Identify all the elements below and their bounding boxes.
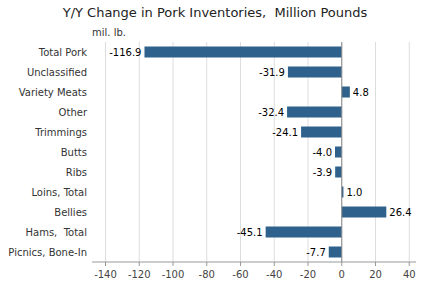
grid-line (375, 42, 376, 262)
category-label: Butts (61, 147, 87, 158)
data-label: -31.9 (259, 67, 285, 78)
zero-line (341, 42, 342, 262)
tick-mark (341, 262, 342, 266)
tick-mark (409, 262, 410, 266)
data-label: -45.1 (237, 227, 263, 238)
tick-mark (308, 262, 309, 266)
grid (106, 42, 410, 262)
grid-line (173, 42, 174, 262)
tick-label: -80 (199, 269, 215, 280)
tick-label: -20 (300, 269, 316, 280)
tick-label: 40 (403, 269, 416, 280)
tick-mark (240, 262, 241, 266)
category-label: Unclassified (27, 67, 87, 78)
bar (342, 207, 387, 218)
category-label: Ribs (66, 167, 87, 178)
x-axis (92, 262, 416, 263)
category-label: Bellies (54, 207, 87, 218)
bar (329, 247, 342, 258)
category-label: Hams, Total (26, 227, 88, 238)
grid-line (206, 42, 207, 262)
data-label: -116.9 (109, 47, 141, 58)
tick-label: -140 (94, 269, 117, 280)
chart: Y/Y Change in Pork Inventories, Million … (0, 0, 430, 292)
category-label: Other (59, 107, 88, 118)
grid-line (105, 42, 106, 262)
grid-line (139, 42, 140, 262)
bars (144, 47, 386, 258)
tick-label: 0 (339, 269, 345, 280)
bar (335, 147, 342, 158)
tick-mark (105, 262, 106, 266)
data-label: -32.4 (258, 107, 284, 118)
tick-mark (206, 262, 207, 266)
tick-mark (274, 262, 275, 266)
title: Y/Y Change in Pork Inventories, Million … (62, 5, 368, 20)
category-label: Trimmings (34, 127, 87, 138)
bar (288, 67, 342, 78)
annotation: mil. lb. (92, 27, 126, 38)
data-label: 1.0 (346, 187, 362, 198)
data-label: -3.9 (313, 167, 333, 178)
grid-line (409, 42, 410, 262)
bar (266, 227, 342, 238)
bar (287, 107, 342, 118)
bar (335, 167, 342, 178)
data-label: -24.1 (272, 127, 298, 138)
bar (342, 87, 350, 98)
tick-mark (139, 262, 140, 266)
category-label: Variety Meats (19, 87, 87, 98)
data-label: 4.8 (353, 87, 369, 98)
category-label: Total Pork (38, 47, 87, 58)
data-label: 26.4 (389, 207, 411, 218)
grid-line (341, 42, 342, 262)
tick-mark (173, 262, 174, 266)
bar (144, 47, 341, 58)
category-label: Loins, Total (31, 187, 87, 198)
tick-label: -120 (128, 269, 151, 280)
tick-label: -100 (162, 269, 185, 280)
category-label: Picnics, Bone-In (8, 247, 87, 258)
tick-label: -40 (266, 269, 282, 280)
tick-label: 20 (369, 269, 382, 280)
tick-label: -60 (232, 269, 248, 280)
bar (301, 127, 342, 138)
data-label: -4.0 (312, 147, 332, 158)
tick-mark (375, 262, 376, 266)
data-label: -7.7 (306, 247, 326, 258)
